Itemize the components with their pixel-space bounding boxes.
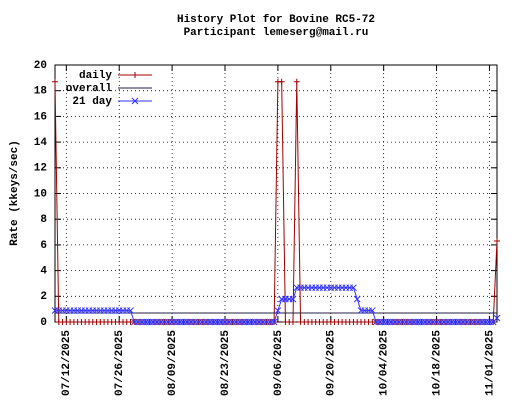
- y-tick-label: 18: [34, 86, 48, 98]
- y-tick-label: 4: [40, 266, 47, 278]
- data-point: [290, 319, 296, 325]
- x-tick-label: 07/12/2025: [61, 330, 73, 396]
- data-point: [293, 78, 300, 85]
- data-point: [278, 78, 285, 85]
- x-tick-label: 10/18/2025: [431, 330, 443, 396]
- x-tick-label: 07/26/2025: [114, 330, 126, 396]
- y-tick-label: 20: [34, 60, 47, 72]
- legend-label: daily: [79, 70, 112, 82]
- x-tick-label: 08/09/2025: [167, 330, 179, 396]
- x-tick-label: 08/23/2025: [220, 330, 232, 396]
- y-tick-label: 2: [40, 291, 47, 303]
- data-point: [350, 284, 357, 292]
- y-tick-label: 8: [40, 214, 47, 226]
- y-tick-label: 16: [34, 111, 47, 123]
- y-tick-label: 14: [34, 137, 48, 149]
- data-point: [494, 238, 500, 245]
- chart-subtitle: Participant lemeserg@mail.ru: [184, 27, 369, 39]
- chart-title: History Plot for Bovine RC5-72: [177, 14, 375, 26]
- y-tick-label: 10: [34, 188, 47, 200]
- y-axis-label: Rate (kkeys/sec): [9, 140, 21, 246]
- x-tick-label: 10/04/2025: [379, 330, 391, 396]
- x-tick-label: 11/01/2025: [484, 330, 496, 396]
- legend-label: overall: [66, 83, 113, 95]
- legend-label: 21 day: [72, 96, 112, 108]
- x-tick-label: 09/06/2025: [273, 330, 285, 396]
- y-tick-label: 6: [40, 240, 47, 252]
- y-tick-label: 12: [34, 163, 47, 175]
- y-tick-label: 0: [40, 317, 47, 329]
- data-point: [353, 295, 361, 303]
- data-point: [289, 295, 297, 303]
- x-tick-label: 09/20/2025: [326, 330, 338, 396]
- data-point: [493, 314, 501, 322]
- data-point: [127, 307, 134, 314]
- legend-marker: [131, 97, 139, 105]
- data-point: [52, 78, 58, 85]
- data-point: [274, 307, 282, 314]
- data-point: [270, 318, 278, 326]
- legend-marker: [132, 72, 138, 78]
- series-line: [55, 287, 498, 323]
- data-point: [368, 307, 376, 314]
